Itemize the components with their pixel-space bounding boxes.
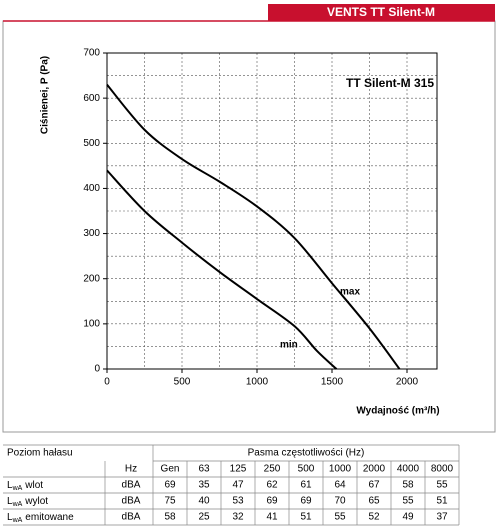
column-header: 125 [230, 464, 247, 475]
cell: 25 [198, 512, 210, 523]
x-tick-label: 0 [104, 377, 110, 388]
label-rest: emitowane [25, 512, 74, 523]
cell: 49 [402, 512, 414, 523]
cell: 69 [164, 480, 176, 491]
y-tick-label: 700 [83, 48, 100, 59]
row-label: LwA wlot [7, 480, 43, 492]
header-title: VENTS TT Silent-M [327, 5, 435, 19]
column-header: 8000 [431, 464, 454, 475]
column-header: 500 [298, 464, 315, 475]
cell: 69 [300, 496, 312, 507]
curve-label: max [340, 287, 360, 298]
row-unit: dBA [122, 480, 141, 491]
x-tick-label: 2000 [396, 377, 419, 388]
cell: 53 [232, 496, 244, 507]
y-tick-label: 400 [83, 183, 100, 194]
column-header: 63 [198, 464, 210, 475]
y-tick-label: 500 [83, 138, 100, 149]
curve [106, 83, 401, 370]
cell: 55 [334, 512, 346, 523]
cell: 47 [232, 480, 244, 491]
label-sub: wA [12, 517, 23, 524]
cell: 37 [436, 512, 448, 523]
cell: 51 [436, 496, 448, 507]
x-tick-label: 500 [174, 377, 191, 388]
y-tick-label: 0 [94, 364, 100, 375]
curve [106, 169, 338, 370]
cell: 52 [368, 512, 380, 523]
row-label: LwA wylot [7, 496, 48, 508]
cell: 55 [436, 480, 448, 491]
cell: 58 [402, 480, 414, 491]
label-main: L [7, 496, 13, 507]
chart-title: TT Silent-M 315 [346, 76, 434, 90]
band-title: Pasma częstotliwości (Hz) [248, 448, 365, 459]
cell: 58 [164, 512, 176, 523]
cell: 35 [198, 480, 210, 491]
y-axis-label: Ciśnienei, P (Pa) [40, 56, 51, 134]
cell: 62 [266, 480, 278, 491]
cell: 40 [198, 496, 210, 507]
column-header: Gen [161, 464, 180, 475]
label-rest: wylot [24, 496, 48, 507]
cell: 41 [266, 512, 278, 523]
curve-label: min [280, 340, 298, 351]
row-label: LwA emitowane [7, 512, 74, 524]
label-sub: wA [12, 501, 23, 508]
y-tick-label: 300 [83, 228, 100, 239]
cell: 67 [368, 480, 380, 491]
label-main: L [7, 480, 13, 491]
cell: 69 [266, 496, 278, 507]
cell: 75 [164, 496, 176, 507]
y-tick-label: 100 [83, 318, 100, 329]
column-header: 1000 [329, 464, 352, 475]
unit-header: Hz [125, 464, 137, 475]
x-axis-label: Wydajność (m³/h) [356, 406, 439, 417]
y-tick-label: 600 [83, 93, 100, 104]
row-unit: dBA [122, 512, 141, 523]
y-tick-label: 200 [83, 273, 100, 284]
column-header: 250 [264, 464, 281, 475]
row-unit: dBA [122, 496, 141, 507]
x-tick-label: 1500 [321, 377, 344, 388]
table-title: Poziom hałasu [7, 448, 73, 459]
cell: 51 [300, 512, 312, 523]
column-header: 4000 [397, 464, 420, 475]
x-tick-label: 1000 [246, 377, 269, 388]
cell: 61 [300, 480, 312, 491]
cell: 70 [334, 496, 346, 507]
label-sub: wA [12, 485, 23, 492]
plot-frame [106, 52, 438, 370]
header-bar [268, 4, 495, 21]
label-rest: wlot [24, 480, 43, 491]
cell: 64 [334, 480, 346, 491]
column-header: 2000 [363, 464, 386, 475]
cell: 55 [402, 496, 414, 507]
cell: 65 [368, 496, 380, 507]
label-main: L [7, 512, 13, 523]
cell: 32 [232, 512, 244, 523]
